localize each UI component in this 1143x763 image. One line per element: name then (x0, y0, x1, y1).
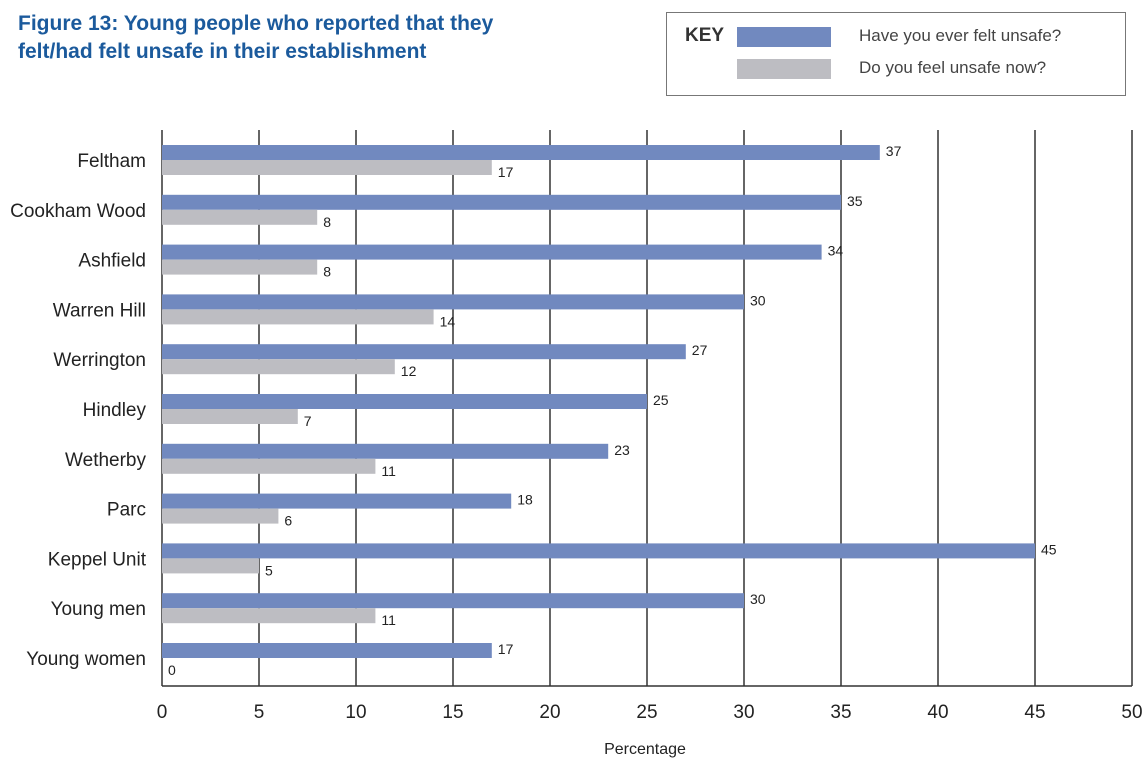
bar-keppel-unit-ever (162, 543, 1035, 559)
data-label-young-men-ever: 30 (750, 591, 766, 607)
x-tick-label-10: 10 (345, 702, 366, 723)
category-label-parc: Parc (107, 500, 146, 521)
data-label-young-men-now: 11 (381, 612, 396, 628)
data-label-keppel-unit-ever: 45 (1041, 541, 1057, 557)
category-labels: Feltham Cookham Wood Ashfield Warren Hill We… (10, 151, 147, 670)
data-label-young-women-now: 0 (168, 662, 176, 678)
category-label-wetherby: Wetherby (65, 450, 146, 471)
x-axis-title: Percentage (604, 741, 686, 758)
data-label-young-women-ever: 17 (498, 641, 514, 657)
bar-young-men-ever (162, 593, 744, 609)
category-label-hindley: Hindley (83, 400, 147, 421)
bar-wetherby-now (162, 458, 376, 474)
legend: KEY Have you ever felt unsafe? Do you fe… (666, 12, 1126, 96)
x-tick-label-15: 15 (442, 702, 463, 723)
data-label-werrington-ever: 27 (692, 342, 708, 358)
category-label-werrington: Werrington (53, 350, 146, 371)
bar-feltham-now (162, 160, 492, 175)
bar-hindley-ever (162, 394, 647, 409)
data-label-keppel-unit-now: 5 (265, 562, 273, 578)
legend-swatch-ever-felt-unsafe (737, 27, 831, 47)
data-label-parc-now: 6 (284, 513, 292, 529)
bar-young-men-now (162, 608, 376, 624)
legend-label-ever-felt-unsafe: Have you ever felt unsafe? (859, 26, 1062, 45)
chart-title-line-2: felt/had felt unsafe in their establishm… (18, 40, 427, 63)
data-label-ashfield-now: 8 (323, 264, 331, 280)
category-label-young-women: Young women (26, 649, 146, 670)
bar-young-women-ever (162, 643, 492, 658)
x-tick-label-20: 20 (539, 702, 560, 723)
x-tick-label-5: 5 (254, 702, 265, 723)
x-tick-label-35: 35 (830, 702, 851, 723)
bar-parc-ever (162, 493, 512, 509)
x-tick-label-45: 45 (1024, 702, 1045, 723)
category-label-warren-hill: Warren Hill (53, 300, 146, 321)
x-tick-label-0: 0 (157, 702, 168, 723)
x-tick-labels: 0 5 10 15 20 25 30 35 40 45 50 (157, 702, 1143, 723)
data-label-ashfield-ever: 34 (828, 243, 844, 259)
bar-keppel-unit-now (162, 558, 259, 574)
category-label-young-men: Young men (51, 599, 146, 620)
bar-warren-hill-ever (162, 294, 744, 310)
data-label-feltham-ever: 37 (886, 143, 902, 159)
data-label-wetherby-now: 11 (381, 463, 396, 479)
x-tick-label-40: 40 (927, 702, 948, 723)
data-label-warren-hill-ever: 30 (750, 292, 766, 308)
data-label-cookham-wood-ever: 35 (847, 193, 863, 209)
data-label-wetherby-ever: 23 (614, 442, 630, 458)
data-label-werrington-now: 12 (401, 363, 417, 379)
category-label-ashfield: Ashfield (78, 251, 146, 272)
x-tick-label-50: 50 (1121, 702, 1142, 723)
data-label-parc-ever: 18 (517, 492, 533, 508)
chart-title: Figure 13: Young people who reported tha… (18, 10, 638, 66)
x-tick-label-30: 30 (733, 702, 754, 723)
data-label-hindley-now: 7 (304, 413, 312, 429)
bar-cookham-wood-ever (162, 194, 841, 210)
bar-ashfield-ever (162, 244, 822, 260)
bars: 37 17 35 8 34 8 30 14 27 12 25 7 23 11 18 6 45 5 30 11 17 0 (162, 143, 1057, 678)
legend-key-label: KEY (685, 25, 725, 46)
bar-ashfield-now (162, 259, 318, 275)
bar-parc-now (162, 508, 279, 524)
chart-title-line-1: Figure 13: Young people who reported tha… (18, 12, 494, 35)
bar-werrington-ever (162, 344, 686, 360)
bar-warren-hill-now (162, 309, 434, 325)
legend-label-feel-unsafe-now: Do you feel unsafe now? (859, 58, 1047, 77)
data-label-cookham-wood-now: 8 (323, 214, 331, 230)
x-tick-label-25: 25 (636, 702, 657, 723)
bar-feltham-ever (162, 145, 880, 160)
bar-cookham-wood-now (162, 209, 318, 225)
category-label-feltham: Feltham (77, 151, 146, 172)
data-label-hindley-ever: 25 (653, 392, 669, 408)
bar-werrington-now (162, 359, 395, 375)
data-label-feltham-now: 17 (498, 164, 514, 180)
legend-swatch-feel-unsafe-now (737, 59, 831, 79)
bar-wetherby-ever (162, 443, 609, 459)
category-label-keppel-unit: Keppel Unit (48, 549, 147, 570)
bar-hindley-now (162, 409, 298, 424)
category-label-cookham-wood: Cookham Wood (10, 201, 146, 222)
data-label-warren-hill-now: 14 (440, 313, 456, 329)
